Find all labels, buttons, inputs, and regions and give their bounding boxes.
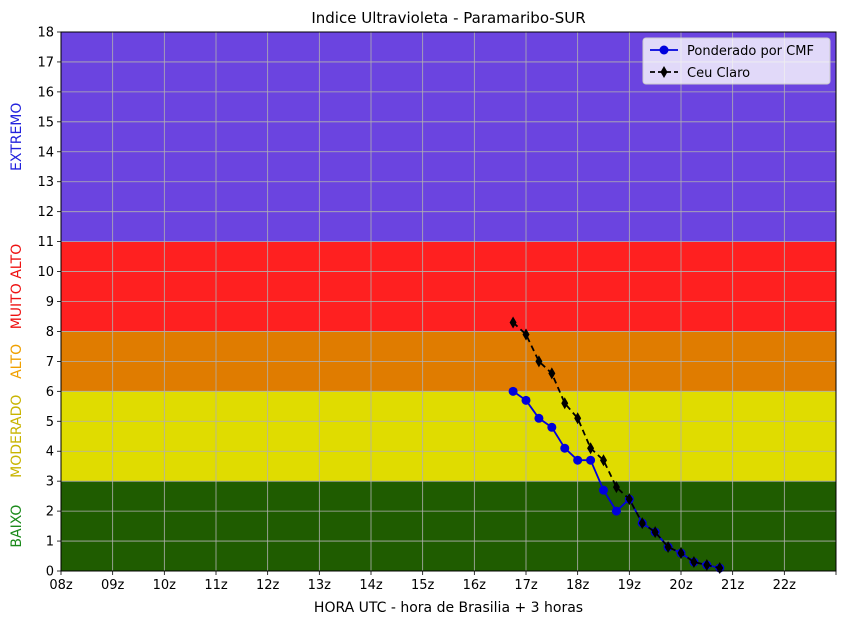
y-tick-label: 3: [46, 475, 54, 490]
y-tick-label: 16: [37, 85, 54, 100]
data-point-ceu-claro: [690, 556, 698, 569]
data-series: [508, 316, 725, 575]
band-label-moderado: MODERADO: [9, 395, 25, 478]
legend-label-cmf: Ponderado por CMF: [687, 44, 814, 59]
x-tick-label: 15z: [411, 578, 435, 593]
y-tick-label: 7: [46, 355, 54, 370]
x-tick-label: 13z: [308, 578, 332, 593]
x-tick-label: 12z: [256, 578, 280, 593]
y-tick-label: 11: [37, 235, 54, 250]
y-tick-label: 13: [37, 175, 54, 190]
x-tick-label: 20z: [669, 578, 693, 593]
x-tick-label: 14z: [359, 578, 383, 593]
band-label-baixo: BAIXO: [9, 505, 25, 548]
grid-lines: [60, 31, 837, 572]
band-label-extremo: EXTREMO: [9, 103, 25, 171]
data-point-ceu-claro: [638, 517, 646, 530]
data-point-ceu-claro: [677, 547, 685, 560]
x-tick-label: 19z: [618, 578, 642, 593]
data-point-ponderado-por-cmf: [573, 455, 583, 465]
data-point-ponderado-por-cmf: [560, 443, 570, 453]
y-tick-label: 0: [46, 565, 54, 580]
legend-box: [642, 37, 831, 85]
data-point-ceu-claro: [574, 412, 582, 425]
x-tick-label: 10z: [153, 578, 177, 593]
axis-ticks: 08z 09z 10z 11z 12z 13z 14z 15z 16z 17z 18z 19z 20z 2…: [37, 26, 837, 593]
x-tick-label: 22z: [773, 578, 797, 593]
legend-marker-cmf: [659, 45, 669, 55]
band-label-muito-alto: MUITO ALTO: [9, 244, 25, 330]
y-tick-label: 10: [37, 265, 54, 280]
data-point-ponderado-por-cmf: [547, 422, 557, 432]
data-point-ceu-claro: [535, 355, 543, 368]
data-point-ponderado-por-cmf: [534, 413, 544, 423]
data-point-ceu-claro: [561, 397, 569, 410]
data-point-ceu-claro: [625, 493, 633, 506]
y-tick-label: 6: [46, 385, 54, 400]
chart-title: Indice Ultravioleta - Paramaribo-SUR: [311, 9, 585, 27]
data-point-ceu-claro: [509, 316, 517, 329]
y-tick-label: 15: [37, 115, 54, 130]
x-tick-label: 09z: [101, 578, 125, 593]
y-tick-label: 9: [46, 295, 54, 310]
y-tick-label: 4: [46, 445, 54, 460]
band-muito-alto: [61, 241, 836, 332]
band-baixo: [61, 481, 836, 571]
y-tick-label: 1: [46, 535, 54, 550]
data-point-ponderado-por-cmf: [508, 386, 518, 396]
x-tick-label: 08z: [49, 578, 73, 593]
data-point-ceu-claro: [703, 559, 711, 572]
x-tick-label: 17z: [514, 578, 538, 593]
x-tick-label: 21z: [721, 578, 745, 593]
y-tick-label: 12: [37, 205, 54, 220]
data-point-ceu-claro: [522, 328, 530, 341]
y-tick-label: 8: [46, 325, 54, 340]
data-point-ceu-claro: [664, 541, 672, 554]
legend-label-clear: Ceu Claro: [687, 66, 750, 81]
data-point-ponderado-por-cmf: [599, 485, 608, 495]
data-point-ceu-claro: [587, 442, 595, 455]
uv-bands: [61, 32, 836, 571]
data-point-ponderado-por-cmf: [521, 395, 531, 405]
y-tick-label: 2: [46, 505, 54, 520]
data-point-ceu-claro: [651, 526, 659, 539]
x-tick-label: 16z: [463, 578, 487, 593]
legend: Ponderado por CMF Ceu Claro: [642, 37, 831, 85]
band-label-alto: ALTO: [9, 344, 25, 379]
y-tick-label: 14: [37, 145, 54, 160]
x-axis-label: HORA UTC - hora de Brasilia + 3 horas: [314, 600, 583, 616]
data-point-ponderado-por-cmf: [611, 506, 621, 516]
data-point-ceu-claro: [612, 481, 620, 494]
legend-marker-clear: [660, 66, 668, 78]
y-tick-label: 5: [46, 415, 54, 430]
y-tick-label: 17: [37, 55, 54, 70]
data-point-ponderado-por-cmf: [586, 455, 596, 465]
data-point-ceu-claro: [600, 454, 607, 467]
band-moderado: [61, 391, 836, 482]
x-tick-label: 11z: [204, 578, 228, 593]
x-tick-label: 18z: [566, 578, 590, 593]
y-tick-label: 18: [37, 26, 54, 41]
data-point-ceu-claro: [548, 367, 556, 380]
band-labels: BAIXO MODERADO ALTO MUITO ALTO EXTREMO: [9, 103, 25, 548]
